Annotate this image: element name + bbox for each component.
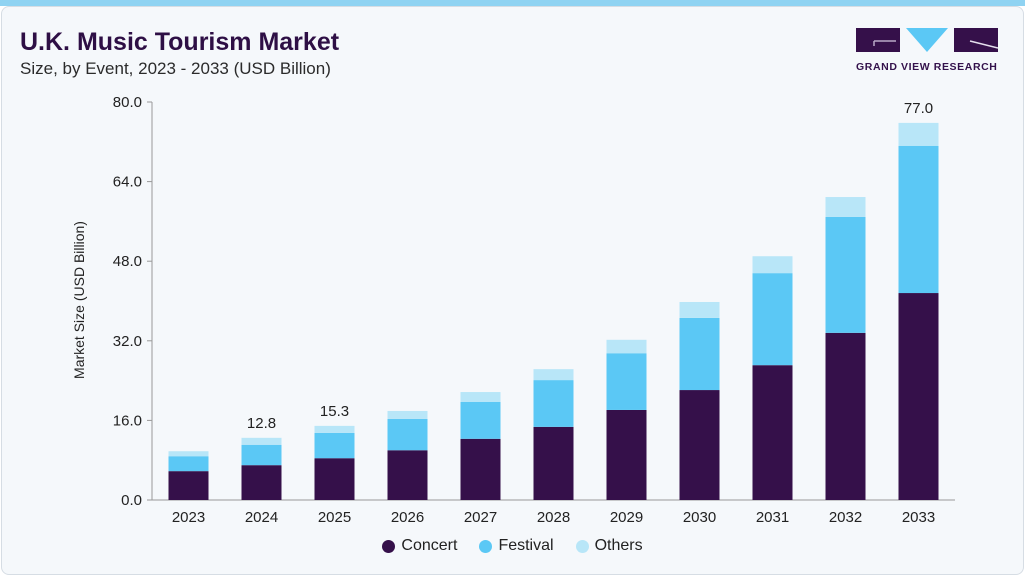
bar-festival-2026 [387, 418, 428, 451]
logo-mark-icon [856, 28, 999, 52]
bar-concert-2029 [606, 409, 647, 500]
top-accent-bar [0, 0, 1025, 6]
x-tick-label: 2030 [683, 509, 716, 526]
x-tick-label: 2028 [537, 509, 570, 526]
x-tick-label: 2029 [610, 509, 643, 526]
legend-label: Concert [401, 537, 458, 554]
legend-item-others[interactable]: Others [575, 537, 643, 555]
bar-festival-2029 [606, 353, 647, 410]
y-tick-label: 64.0 [113, 174, 142, 191]
concert-swatch-icon [382, 539, 396, 553]
x-tick-label: 2033 [902, 509, 935, 526]
bar-festival-2033 [898, 145, 939, 294]
x-tick-label: 2026 [391, 509, 424, 526]
x-tick-label: 2024 [245, 509, 278, 526]
x-tick-label: 2025 [318, 509, 351, 526]
legend-item-concert[interactable]: Concert [382, 537, 457, 555]
bar-concert-2032 [825, 332, 866, 500]
bar-others-2026 [387, 410, 428, 419]
bar-festival-2031 [752, 273, 793, 366]
bar-festival-2024 [241, 444, 282, 466]
bar-others-2028 [533, 369, 574, 381]
bar-festival-2028 [533, 380, 574, 427]
x-tick-label: 2023 [172, 509, 205, 526]
bar-concert-2026 [387, 450, 428, 500]
bar-others-2030 [679, 301, 720, 318]
bar-concert-2028 [533, 426, 574, 500]
legend: Concert Festival Others [0, 537, 1025, 555]
bar-others-2031 [752, 256, 793, 274]
grand-view-research-logo: GRAND VIEW RESEARCH [856, 28, 999, 73]
bar-concert-2024 [241, 465, 282, 500]
bar-festival-2032 [825, 216, 866, 333]
bar-concert-2033 [898, 293, 939, 500]
y-tick-label: 80.0 [113, 94, 142, 111]
logo-text: GRAND VIEW RESEARCH [856, 61, 998, 73]
bar-others-2027 [460, 392, 501, 402]
x-tick-label: 2027 [464, 509, 497, 526]
y-axis-title: Market Size (USD Billion) [71, 221, 87, 379]
chart-title: U.K. Music Tourism Market [20, 28, 340, 56]
bar-concert-2031 [752, 365, 793, 500]
chart-subtitle: Size, by Event, 2023 - 2033 (USD Billion… [20, 59, 331, 78]
bar-festival-2027 [460, 401, 501, 439]
bar-others-2032 [825, 197, 866, 217]
total-data-label: 12.8 [247, 415, 276, 432]
bar-concert-2030 [679, 390, 720, 500]
x-tick-label: 2032 [829, 509, 862, 526]
bar-festival-2025 [314, 432, 355, 459]
bar-others-2033 [898, 122, 939, 146]
y-tick-label: 0.0 [121, 492, 142, 509]
festival-swatch-icon [479, 539, 493, 553]
legend-item-festival[interactable]: Festival [479, 537, 554, 555]
bar-concert-2025 [314, 458, 355, 500]
x-tick-label: 2031 [756, 509, 789, 526]
y-tick-label: 32.0 [113, 333, 142, 350]
bar-festival-2030 [679, 317, 720, 391]
bar-others-2029 [606, 339, 647, 354]
legend-label: Festival [498, 537, 554, 554]
legend-label: Others [594, 537, 643, 554]
y-tick-label: 16.0 [113, 412, 142, 429]
bar-concert-2023 [168, 471, 209, 500]
bar-festival-2023 [168, 456, 209, 472]
total-data-label: 15.3 [320, 403, 349, 420]
bar-others-2023 [168, 451, 209, 457]
bar-concert-2027 [460, 438, 501, 500]
bar-others-2025 [314, 425, 355, 433]
total-data-label: 77.0 [904, 100, 933, 117]
y-tick-label: 48.0 [113, 253, 142, 270]
bar-others-2024 [241, 437, 282, 445]
others-swatch-icon [575, 539, 589, 553]
